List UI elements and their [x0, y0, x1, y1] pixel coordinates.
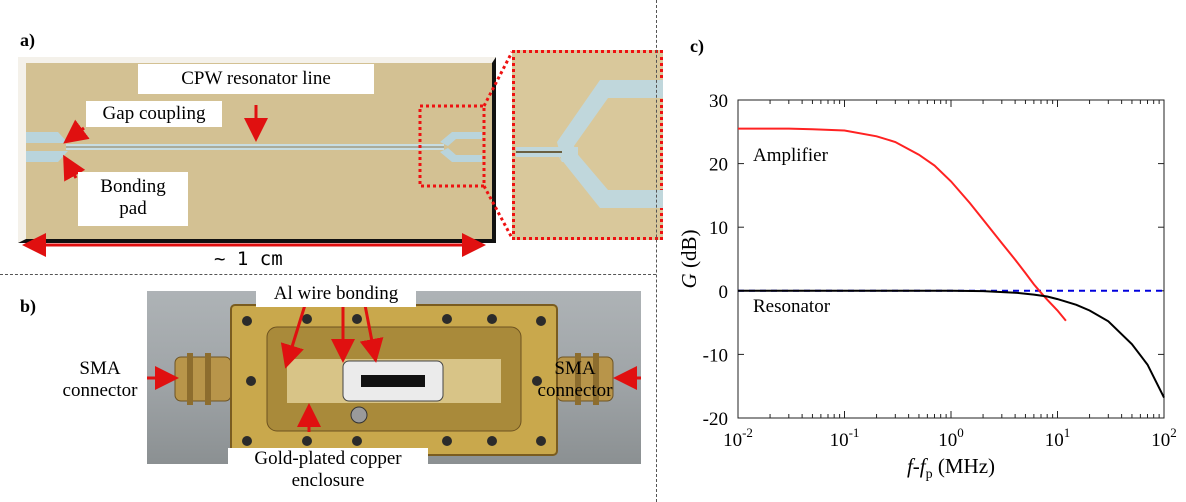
chip-drawing — [22, 51, 514, 257]
left-feed-upper — [26, 132, 68, 143]
y-tick-label: 20 — [709, 155, 728, 176]
y-axis-symbol: G — [677, 273, 701, 288]
gap-coupling-label: Gap coupling — [86, 101, 222, 127]
x-tick-label: 10-2 — [723, 425, 753, 451]
y-tick-label: 0 — [719, 282, 729, 303]
wire-bonding-label: Al wire bonding — [256, 283, 416, 307]
x-tick-label: 10-1 — [830, 425, 860, 451]
sma-left — [174, 356, 232, 402]
x-axis-symbol: f-f — [907, 454, 929, 478]
bonding-pad-line-2: pad — [119, 198, 147, 219]
x-tick-label: 101 — [1045, 425, 1071, 451]
wire-arrow-1 — [280, 304, 307, 369]
x-tick-label: 100 — [938, 425, 964, 451]
resonator-curve — [738, 289, 1165, 399]
pad-arrow — [63, 154, 86, 182]
amplifier-series-label: Amplifier — [753, 145, 829, 166]
scale-label: ~ 1 cm — [214, 248, 283, 270]
y-tick-label: 30 — [709, 91, 728, 112]
panel-a-label: a) — [20, 30, 35, 50]
y-tick-label: -20 — [703, 409, 728, 430]
x-tick-label: 102 — [1151, 425, 1177, 451]
enclosure-drawing — [147, 304, 641, 456]
y-tick-label: -10 — [703, 345, 728, 366]
sma-right-label: SMA connector — [530, 358, 620, 402]
sma-right-line-2: connector — [537, 380, 613, 401]
resonator-series-label: Resonator — [753, 296, 831, 317]
sma-left-line-2: connector — [62, 380, 138, 401]
zoom-region-box — [418, 104, 486, 188]
y-axis-label: G (dB) — [677, 230, 701, 289]
plot-area — [737, 99, 1165, 419]
vertical-divider — [656, 0, 657, 502]
horizontal-divider — [0, 274, 656, 275]
gap-arrow — [63, 119, 90, 144]
y-axis-unit: (dB) — [677, 230, 701, 274]
left-feed-lower — [26, 151, 68, 162]
wire-arrow-3 — [359, 304, 384, 363]
sma-left-line-1: SMA — [79, 358, 121, 379]
cpw-resonator-label: CPW resonator line — [138, 64, 374, 94]
panel-b-label: b) — [20, 296, 37, 316]
enclosure-line-1: Gold-plated copper — [254, 448, 402, 469]
right-feed-lower — [440, 148, 482, 162]
panel-c-label: c) — [690, 36, 704, 56]
x-axis-unit: (MHz) — [933, 454, 995, 478]
zoom-inset-drawing — [516, 80, 663, 208]
enclosure-label: Gold-plated copper enclosure — [228, 448, 428, 492]
enclosure-line-2: enclosure — [291, 470, 365, 491]
right-feed-upper — [440, 132, 482, 146]
sma-right-line-1: SMA — [554, 358, 596, 379]
x-axis-subscript: p — [926, 467, 933, 482]
x-axis-label: f-fp (MHz) — [907, 454, 995, 482]
sma-left-label: SMA connector — [62, 358, 138, 402]
bonding-pad-line-1: Bonding — [100, 176, 166, 197]
amplifier-curve — [738, 127, 1067, 322]
y-tick-label: 10 — [709, 218, 728, 239]
bonding-pad-label: Bonding pad — [78, 172, 188, 226]
